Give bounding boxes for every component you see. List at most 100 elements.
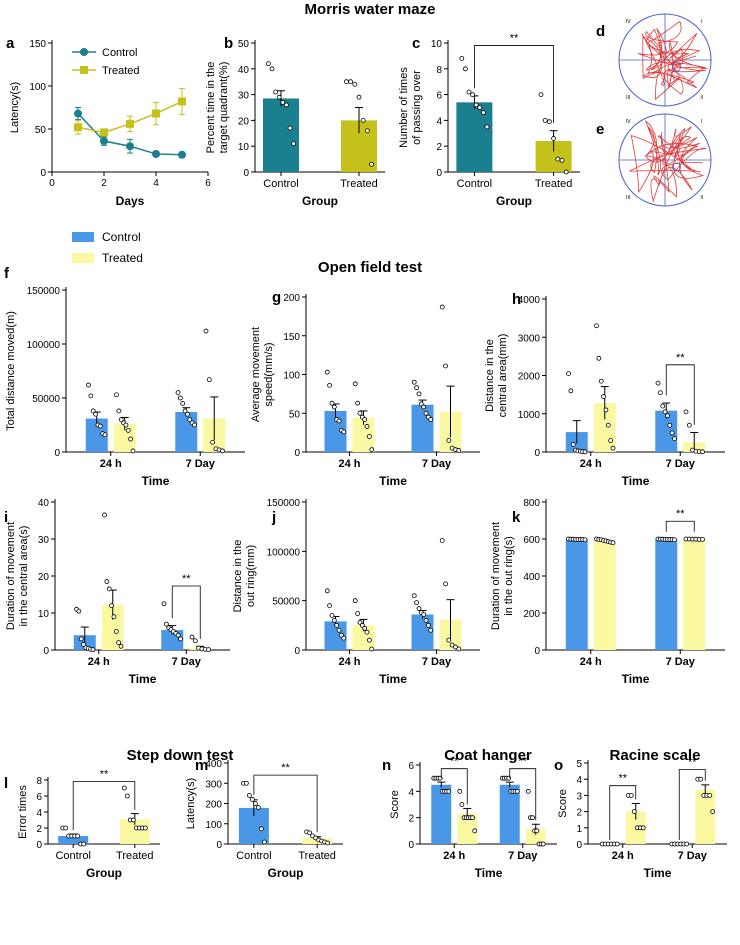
data-point: [203, 328, 209, 334]
x-tick-label: Control: [263, 178, 298, 190]
data-point: [356, 94, 362, 100]
data-point: [700, 449, 705, 455]
x-tick-label: 7 Day: [666, 656, 696, 668]
data-point: [125, 427, 131, 433]
data-point: [86, 382, 91, 388]
data-point: [161, 601, 167, 607]
y-axis-title: of passing over: [411, 70, 423, 145]
data-point: [280, 99, 286, 105]
data-point: [446, 788, 452, 794]
data-point: [484, 124, 490, 130]
x-tick-label: 7 Day: [422, 656, 452, 668]
data-point: [291, 141, 297, 147]
x-tick-label: 7 Day: [172, 656, 202, 668]
chart-l: 0 2 4 6 8 Error times Group l Control Treated **: [4, 769, 160, 880]
platform-circle: [671, 162, 682, 172]
y-axis-title: Average movement: [250, 327, 262, 422]
chart-m: 0 100 200 300 400 Latency(s) Group m Control Trea…: [185, 757, 343, 880]
data-point: [470, 92, 476, 97]
y-tick-label: 150: [283, 332, 300, 343]
bar-control: [175, 412, 198, 452]
y-tick-label: 6: [408, 761, 414, 772]
data-point: [185, 411, 190, 417]
y-tick-label: 0: [408, 840, 414, 851]
y-tick-label: 0: [576, 840, 582, 851]
y-tick-label: 4: [408, 787, 414, 798]
data-point: [336, 418, 342, 424]
y-tick-label: 10: [238, 142, 250, 153]
significance-mark: **: [450, 756, 459, 768]
chart-i: 0 10 20 30 40 Duration of movement in the cent…: [4, 498, 230, 686]
panel-label: b: [224, 35, 233, 52]
bar-treated: [525, 829, 546, 844]
panel-label: n: [382, 757, 391, 774]
data-point: [246, 793, 252, 798]
x-tick-label: 7 Day: [422, 458, 452, 470]
data-point: [357, 410, 363, 416]
data-point: [187, 417, 193, 423]
significance-bracket: [474, 45, 554, 123]
data-point: [90, 408, 96, 414]
data-point: [563, 169, 569, 175]
legend-treated-label: Treated: [102, 251, 143, 265]
data-point: [123, 422, 129, 428]
x-axis-title: Time: [379, 474, 407, 488]
legend-marker: [80, 66, 88, 74]
data-point: [283, 102, 289, 108]
data-point: [459, 802, 465, 807]
x-tick-label: 24 h: [88, 656, 110, 668]
data-point: [594, 323, 599, 329]
data-point: [255, 805, 261, 810]
data-point: [124, 793, 130, 799]
data-point: [178, 636, 183, 642]
data-point: [130, 448, 136, 454]
legend-control-swatch: [72, 232, 94, 242]
legend-marker: [80, 48, 88, 56]
x-axis-title: Days: [116, 194, 145, 208]
data-point: [566, 371, 571, 376]
data-point: [538, 92, 544, 97]
y-axis-title: Percent time in the: [205, 62, 217, 154]
data-point: [93, 411, 98, 417]
data-point: [177, 395, 183, 401]
data-point: [329, 400, 335, 406]
data-point-control: [178, 150, 186, 159]
y-tick-label: 20: [38, 572, 50, 583]
bar-control: [499, 784, 520, 844]
data-point: [446, 637, 452, 643]
data-point: [243, 780, 249, 786]
data-point: [364, 424, 370, 429]
data-point: [334, 622, 340, 628]
data-point: [631, 809, 637, 814]
data-point: [477, 105, 483, 110]
y-tick-label: 50: [238, 39, 250, 50]
y-tick-label: 100: [205, 820, 222, 831]
data-point: [456, 448, 462, 453]
y-tick-label: 100: [29, 82, 46, 93]
data-point: [411, 593, 417, 599]
y-axis-title: in the central area(s): [18, 526, 30, 627]
x-tick-label: 24 h: [338, 458, 360, 470]
data-point: [206, 377, 212, 383]
open-field-legend: Control Treated: [72, 230, 143, 265]
y-tick-label: 600: [523, 535, 540, 546]
chart-c: 0 2 4 6 8 10 Number of times of passing over Gro…: [398, 33, 580, 208]
x-tick-label: 0: [49, 178, 55, 189]
data-point: [416, 606, 422, 611]
panel-label: m: [195, 757, 208, 774]
data-point: [457, 788, 463, 794]
title-step-down-test: Step down test: [127, 747, 234, 764]
panel-label: k: [512, 509, 521, 526]
data-point: [111, 614, 117, 620]
data-point: [473, 102, 479, 108]
data-point: [446, 437, 452, 443]
data-point: [582, 449, 588, 455]
bar-treated: [457, 813, 478, 844]
swim-path: [637, 20, 708, 101]
data-point: [331, 404, 337, 410]
data-point: [700, 536, 705, 542]
y-tick-label: 150000: [267, 498, 301, 509]
significance-mark: **: [688, 756, 697, 768]
data-point: [182, 408, 188, 414]
